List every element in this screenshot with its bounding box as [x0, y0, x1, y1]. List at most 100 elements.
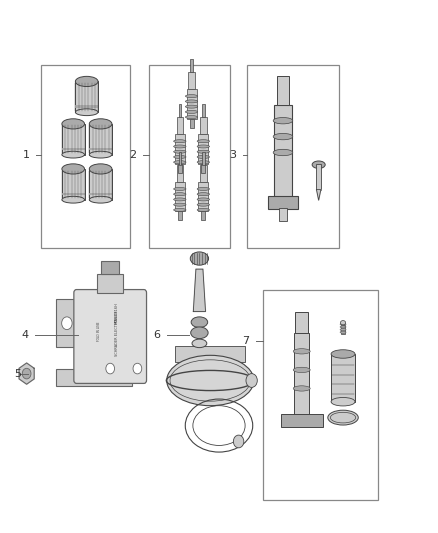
- Ellipse shape: [312, 161, 325, 168]
- Ellipse shape: [173, 208, 186, 212]
- Ellipse shape: [293, 386, 310, 391]
- Polygon shape: [193, 269, 205, 312]
- Ellipse shape: [173, 156, 186, 158]
- Bar: [190, 119, 194, 128]
- Ellipse shape: [331, 350, 355, 358]
- Ellipse shape: [197, 140, 209, 143]
- Bar: [178, 212, 182, 221]
- Ellipse shape: [173, 160, 186, 164]
- Bar: [89, 124, 112, 155]
- Bar: [198, 134, 208, 164]
- Bar: [41, 65, 130, 248]
- Bar: [75, 82, 98, 112]
- Ellipse shape: [185, 105, 198, 108]
- Bar: [281, 414, 322, 426]
- Bar: [201, 164, 205, 173]
- Ellipse shape: [197, 150, 209, 153]
- Ellipse shape: [197, 203, 209, 206]
- Ellipse shape: [185, 110, 198, 114]
- Ellipse shape: [191, 327, 208, 338]
- Ellipse shape: [273, 117, 293, 124]
- Bar: [202, 152, 205, 165]
- Ellipse shape: [293, 349, 310, 354]
- Ellipse shape: [89, 151, 112, 158]
- Ellipse shape: [191, 317, 208, 327]
- Ellipse shape: [75, 76, 98, 86]
- Bar: [188, 72, 195, 90]
- Bar: [62, 124, 85, 155]
- Bar: [97, 274, 123, 293]
- Ellipse shape: [185, 95, 198, 98]
- Bar: [341, 325, 345, 334]
- Ellipse shape: [173, 188, 186, 190]
- Ellipse shape: [185, 100, 198, 103]
- Circle shape: [233, 435, 244, 448]
- Ellipse shape: [273, 149, 293, 156]
- Bar: [200, 165, 207, 182]
- Ellipse shape: [190, 252, 208, 265]
- Ellipse shape: [75, 109, 98, 116]
- Ellipse shape: [62, 196, 85, 203]
- Text: 4: 4: [21, 330, 28, 341]
- Ellipse shape: [89, 196, 112, 203]
- Ellipse shape: [197, 208, 209, 212]
- Ellipse shape: [197, 198, 209, 201]
- Circle shape: [133, 364, 142, 374]
- Bar: [177, 165, 183, 182]
- Ellipse shape: [340, 326, 346, 328]
- Bar: [75, 105, 98, 108]
- Bar: [56, 300, 78, 347]
- Ellipse shape: [197, 160, 209, 164]
- Ellipse shape: [340, 320, 346, 325]
- Bar: [277, 76, 289, 105]
- Ellipse shape: [173, 198, 186, 201]
- Bar: [191, 59, 193, 72]
- Text: FOLD IN LINE: FOLD IN LINE: [97, 321, 101, 341]
- Bar: [175, 134, 185, 164]
- Ellipse shape: [197, 145, 209, 148]
- Circle shape: [246, 374, 257, 387]
- Ellipse shape: [173, 145, 186, 148]
- Bar: [179, 152, 181, 165]
- Bar: [268, 196, 298, 209]
- Bar: [176, 346, 245, 362]
- Circle shape: [106, 364, 115, 374]
- Text: SCHRADER ELECTRONICS: SCHRADER ELECTRONICS: [115, 310, 119, 356]
- Text: 7: 7: [242, 336, 250, 346]
- Ellipse shape: [197, 156, 209, 158]
- Bar: [200, 117, 207, 134]
- Bar: [198, 182, 208, 212]
- Ellipse shape: [62, 151, 85, 158]
- Text: 2: 2: [129, 150, 136, 160]
- FancyBboxPatch shape: [74, 289, 147, 383]
- Bar: [187, 90, 197, 119]
- Bar: [89, 148, 112, 150]
- Text: 1: 1: [23, 150, 30, 160]
- Bar: [62, 169, 85, 200]
- Ellipse shape: [89, 119, 112, 129]
- Text: 5: 5: [14, 369, 21, 378]
- Ellipse shape: [167, 356, 254, 406]
- Bar: [202, 104, 205, 117]
- Ellipse shape: [293, 367, 310, 373]
- Bar: [201, 212, 205, 221]
- Ellipse shape: [192, 339, 207, 348]
- Text: HPAS-BF16H: HPAS-BF16H: [115, 302, 119, 324]
- Ellipse shape: [197, 192, 209, 196]
- Ellipse shape: [331, 398, 355, 406]
- Bar: [175, 182, 185, 212]
- Bar: [262, 290, 378, 500]
- Bar: [62, 148, 85, 150]
- Ellipse shape: [328, 410, 358, 425]
- Bar: [247, 65, 339, 248]
- Ellipse shape: [340, 331, 346, 333]
- Bar: [89, 192, 112, 195]
- Text: 6: 6: [153, 330, 160, 341]
- Ellipse shape: [173, 203, 186, 206]
- Ellipse shape: [173, 150, 186, 153]
- Bar: [295, 312, 308, 333]
- Ellipse shape: [173, 192, 186, 196]
- Bar: [179, 104, 181, 117]
- Bar: [331, 354, 355, 402]
- Bar: [317, 164, 321, 190]
